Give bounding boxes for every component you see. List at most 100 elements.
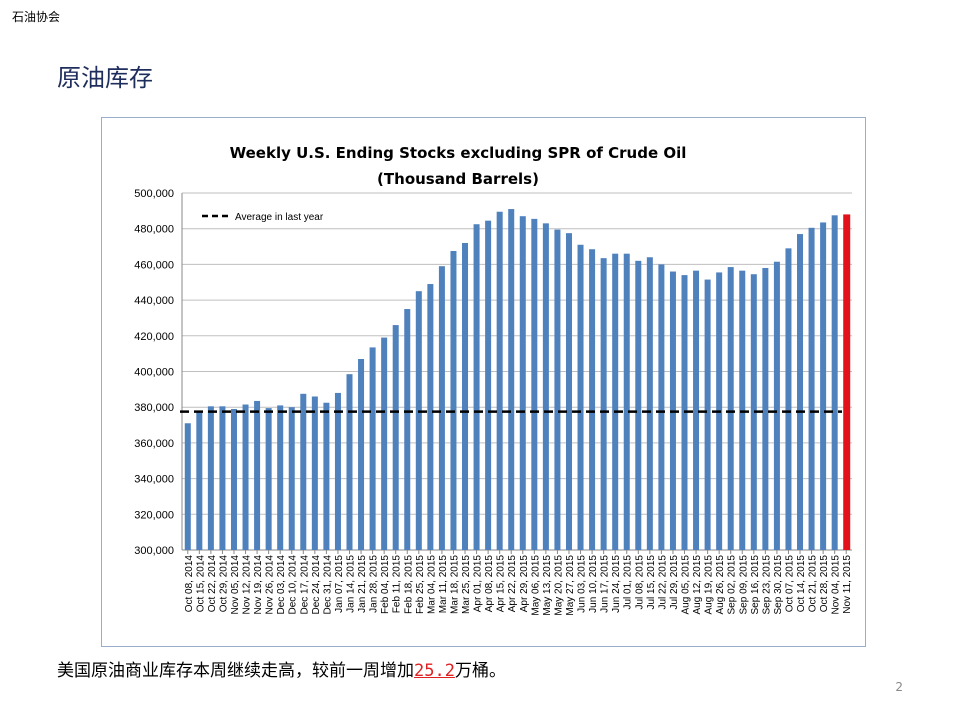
bar <box>589 249 596 551</box>
x-tick-label: Feb 25, 2015 <box>415 555 426 614</box>
x-tick-label: Mar 25, 2015 <box>461 555 472 614</box>
bar <box>392 325 399 550</box>
bar <box>196 410 203 550</box>
bar <box>277 405 284 550</box>
x-tick-label: Oct 28, 2015 <box>819 555 830 613</box>
x-tick-label: Mar 11, 2015 <box>438 555 449 614</box>
slide-title: 原油库存 <box>57 64 153 92</box>
x-tick-label: Dec 03, 2014 <box>276 555 287 615</box>
x-tick-label: Jan 28, 2015 <box>369 555 380 613</box>
chart-title-line: (Thousand Barrels) <box>377 170 539 188</box>
organization-label: 石油协会 <box>12 10 61 24</box>
bar <box>485 220 492 550</box>
bar <box>750 274 757 550</box>
legend-label: Average in last year <box>235 212 324 223</box>
x-tick-label: Oct 07, 2015 <box>784 555 795 613</box>
bar <box>519 216 526 550</box>
bar <box>265 408 272 550</box>
x-tick-label: Dec 24, 2014 <box>311 555 322 615</box>
bar <box>658 264 665 550</box>
crude-oil-stocks-chart: Weekly U.S. Ending Stocks excluding SPR … <box>134 144 853 616</box>
x-tick-label: Jun 24, 2015 <box>611 555 622 613</box>
x-tick-label: Nov 19, 2014 <box>253 555 264 615</box>
x-tick-label: Apr 15, 2015 <box>496 555 507 613</box>
x-tick-label: Jul 29, 2015 <box>669 555 680 610</box>
chart-frame: Weekly U.S. Ending Stocks excluding SPR … <box>101 117 866 647</box>
bar <box>438 266 445 550</box>
bar <box>773 261 780 550</box>
y-tick-label: 440,000 <box>134 295 174 307</box>
x-tick-label: Sep 16, 2015 <box>750 555 761 615</box>
bar <box>565 233 572 550</box>
x-tick-label: Dec 31, 2014 <box>322 555 333 615</box>
bar <box>762 267 769 550</box>
x-tick-label: Jun 10, 2015 <box>588 555 599 613</box>
x-tick-label: Feb 18, 2015 <box>403 555 414 614</box>
bar <box>531 218 538 550</box>
bar <box>334 392 341 550</box>
bar <box>635 260 642 550</box>
bar <box>797 234 804 550</box>
bar <box>704 279 711 550</box>
bar <box>381 337 388 550</box>
y-tick-label: 360,000 <box>134 438 174 450</box>
x-tick-label: Oct 08, 2014 <box>184 555 195 613</box>
bar <box>462 242 469 550</box>
x-tick-label: Sep 09, 2015 <box>738 555 749 615</box>
x-tick-label: Nov 26, 2014 <box>265 555 276 615</box>
x-tick-label: Jan 07, 2015 <box>334 555 345 613</box>
x-tick-label: Jan 14, 2015 <box>346 555 357 613</box>
x-tick-label: Feb 04, 2015 <box>380 555 391 614</box>
bar <box>496 211 503 550</box>
bar <box>288 407 295 550</box>
x-tick-label: Jun 17, 2015 <box>600 555 611 613</box>
bar <box>612 253 619 550</box>
x-tick-label: Aug 05, 2015 <box>681 555 692 615</box>
x-tick-label: Aug 26, 2015 <box>715 555 726 615</box>
bar <box>623 253 630 550</box>
x-tick-label: May 13, 2015 <box>542 555 553 616</box>
bar <box>693 270 700 550</box>
x-tick-label: Nov 04, 2015 <box>831 555 842 615</box>
bar <box>184 423 191 550</box>
y-tick-label: 500,000 <box>134 188 174 200</box>
bar <box>831 215 838 550</box>
bar <box>300 393 307 550</box>
bar <box>577 244 584 550</box>
x-tick-label: May 06, 2015 <box>530 555 541 616</box>
bar <box>739 270 746 550</box>
x-tick-label: Sep 30, 2015 <box>773 555 784 615</box>
x-tick-label: Nov 05, 2014 <box>230 555 241 615</box>
x-tick-label: Oct 21, 2015 <box>808 555 819 613</box>
bar <box>346 374 353 550</box>
bar <box>554 229 561 550</box>
bar <box>473 224 480 551</box>
bar <box>242 404 249 550</box>
x-tick-label: Sep 02, 2015 <box>727 555 738 615</box>
chart-title-line: Weekly U.S. Ending Stocks excluding SPR … <box>230 144 687 162</box>
bar <box>450 251 457 550</box>
caption-suffix: 万桶。 <box>454 661 506 681</box>
bar <box>785 248 792 550</box>
bar <box>230 408 237 550</box>
x-tick-label: Oct 22, 2014 <box>207 555 218 613</box>
bar <box>600 258 607 550</box>
x-tick-label: Aug 12, 2015 <box>692 555 703 615</box>
caption: 美国原油商业库存本周继续走高，较前一周增加25.2万桶。 <box>57 656 506 681</box>
y-tick-label: 400,000 <box>134 367 174 379</box>
x-tick-label: Jul 01, 2015 <box>623 555 634 610</box>
x-tick-label: Sep 23, 2015 <box>761 555 772 615</box>
y-tick-label: 420,000 <box>134 331 174 343</box>
x-tick-label: Jun 03, 2015 <box>577 555 588 613</box>
x-tick-label: Apr 29, 2015 <box>519 555 530 613</box>
bar <box>254 400 261 550</box>
x-tick-label: Aug 19, 2015 <box>704 555 715 615</box>
bar <box>727 267 734 550</box>
x-tick-label: Oct 29, 2014 <box>218 555 229 613</box>
x-tick-label: Jul 08, 2015 <box>634 555 645 610</box>
y-tick-label: 320,000 <box>134 509 174 521</box>
bar <box>508 209 515 550</box>
bar <box>369 347 376 550</box>
x-tick-label: Jul 22, 2015 <box>657 555 668 610</box>
bar <box>358 359 365 550</box>
